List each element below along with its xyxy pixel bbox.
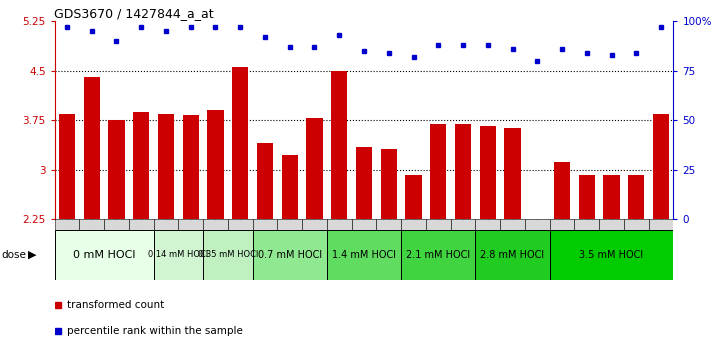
Bar [554,162,570,219]
Bar [59,114,75,219]
Bar [475,219,500,230]
Bar [451,219,475,230]
Bar [480,126,496,219]
Bar [133,113,149,219]
Bar [356,147,372,219]
Bar [505,128,521,219]
Bar [628,175,644,219]
Text: 0.14 mM HOCl: 0.14 mM HOCl [149,250,208,259]
Bar [79,219,104,230]
Bar [401,230,475,280]
Text: ▶: ▶ [28,250,36,260]
Text: 3.5 mM HOCl: 3.5 mM HOCl [579,250,644,260]
Bar [405,175,422,219]
Bar [154,219,178,230]
Bar [426,219,451,230]
Text: 2.1 mM HOCl: 2.1 mM HOCl [406,250,470,260]
Bar [178,219,203,230]
Bar [282,155,298,219]
Bar [649,219,673,230]
Bar [550,219,574,230]
Bar [306,118,323,219]
Bar [108,120,124,219]
Bar [104,219,129,230]
Text: 0.7 mM HOCl: 0.7 mM HOCl [258,250,322,260]
Bar [376,219,401,230]
Bar [455,124,471,219]
Bar [232,68,248,219]
Text: percentile rank within the sample: percentile rank within the sample [67,326,243,336]
Bar [352,219,376,230]
Bar [129,219,154,230]
Bar [401,219,426,230]
Bar [529,219,545,222]
Bar [599,219,624,230]
Text: 0.35 mM HOCl: 0.35 mM HOCl [198,250,258,259]
Bar [327,230,401,280]
Bar [475,230,550,280]
Text: 1.4 mM HOCl: 1.4 mM HOCl [332,250,396,260]
Bar [550,230,673,280]
Bar [574,219,599,230]
Bar [84,78,100,219]
Bar [604,175,620,219]
Bar [158,114,174,219]
Bar [55,219,79,230]
Bar [302,219,327,230]
Bar [203,219,228,230]
Bar [228,219,253,230]
Bar [525,219,550,230]
Bar [277,219,302,230]
Bar [500,219,525,230]
Bar [430,124,446,219]
Bar [257,143,273,219]
Bar [624,219,649,230]
Bar [653,114,669,219]
Bar [207,110,223,219]
Bar [183,115,199,219]
Text: 0 mM HOCl: 0 mM HOCl [73,250,135,260]
Text: 2.8 mM HOCl: 2.8 mM HOCl [480,250,545,260]
Bar [154,230,203,280]
Bar [331,71,347,219]
Bar [579,175,595,219]
Bar [327,219,352,230]
Text: GDS3670 / 1427844_a_at: GDS3670 / 1427844_a_at [54,7,213,20]
Bar [203,230,253,280]
Bar [55,230,154,280]
Text: transformed count: transformed count [67,300,165,310]
Text: dose: dose [1,250,26,260]
Bar [381,149,397,219]
Bar [253,219,277,230]
Bar [253,230,327,280]
